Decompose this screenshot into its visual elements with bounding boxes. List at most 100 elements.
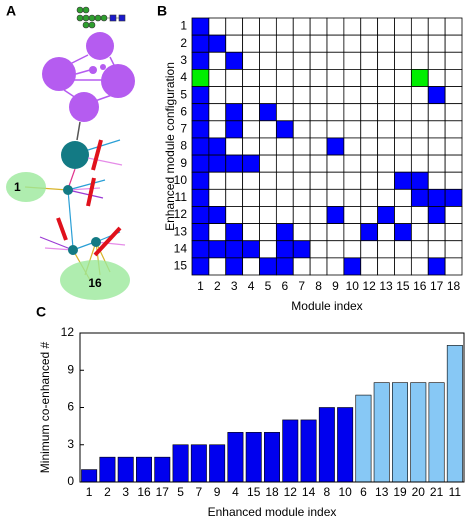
cell — [225, 51, 244, 70]
x-tick-label: 2 — [214, 279, 221, 293]
cell — [444, 257, 463, 276]
cell — [343, 17, 362, 36]
cell — [242, 240, 260, 259]
cell — [360, 17, 379, 36]
x-tick-label: 10 — [346, 279, 360, 293]
cell — [410, 223, 429, 242]
cell — [191, 51, 210, 70]
cell — [292, 69, 311, 87]
x-tick-label: 1 — [197, 279, 204, 293]
cell — [242, 51, 260, 70]
y-tick-label: 8 — [180, 139, 187, 153]
cell — [343, 240, 362, 259]
cell — [309, 34, 328, 53]
cell — [377, 188, 395, 207]
cell — [343, 103, 362, 122]
panel-label: C — [36, 304, 46, 320]
cell — [242, 171, 260, 190]
cell — [326, 257, 345, 276]
x-tick-label: 5 — [177, 485, 184, 499]
y-tick-label: 4 — [180, 70, 187, 84]
cell — [275, 154, 294, 173]
cell — [410, 34, 429, 53]
cell — [360, 69, 379, 87]
cell — [360, 86, 379, 105]
cell — [259, 223, 277, 242]
cell — [394, 51, 412, 70]
cell — [208, 103, 227, 122]
cell — [444, 103, 463, 122]
cell — [410, 69, 429, 87]
module-label: 16 — [88, 276, 102, 290]
x-tick-label: 6 — [360, 485, 367, 499]
cell — [208, 188, 227, 207]
panel-label: A — [6, 3, 16, 19]
cell — [360, 103, 379, 122]
cell — [242, 154, 260, 173]
cell — [427, 137, 446, 156]
cell — [427, 86, 446, 105]
cell — [377, 69, 395, 87]
cell — [394, 257, 412, 276]
cell — [225, 34, 244, 53]
x-tick-label: 18 — [265, 485, 279, 499]
cell — [377, 51, 395, 70]
cell — [377, 171, 395, 190]
cell — [242, 206, 260, 224]
cell — [275, 69, 294, 87]
cell — [191, 154, 210, 173]
cell — [208, 51, 227, 70]
cell — [427, 34, 446, 53]
x-tick-label: 7 — [298, 279, 305, 293]
cell — [377, 86, 395, 105]
bar — [392, 382, 408, 483]
cell — [292, 257, 311, 276]
bar — [81, 469, 98, 483]
cell — [377, 240, 395, 259]
cell — [225, 103, 244, 122]
cell — [208, 86, 227, 105]
cell — [292, 206, 311, 224]
cell — [410, 120, 429, 139]
cell — [326, 137, 345, 156]
cell — [444, 188, 463, 207]
cell — [360, 120, 379, 139]
cell — [377, 137, 395, 156]
y-tick-label: 3 — [180, 53, 187, 67]
cell — [309, 69, 328, 87]
cell — [191, 223, 210, 242]
cell — [427, 240, 446, 259]
cell — [225, 188, 244, 207]
cell — [394, 69, 412, 87]
cell — [259, 69, 277, 87]
x-tick-label: 8 — [324, 485, 331, 499]
cell — [259, 137, 277, 156]
x-tick-label: 2 — [104, 485, 111, 499]
cell — [292, 17, 311, 36]
bar — [190, 444, 207, 483]
y-axis-label: Enhanced module configuration — [163, 62, 177, 231]
cell — [191, 137, 210, 156]
cell — [427, 69, 446, 87]
cell — [410, 188, 429, 207]
cell — [394, 34, 412, 53]
cell — [377, 257, 395, 276]
cell — [410, 171, 429, 190]
cell — [208, 69, 227, 87]
cell — [275, 171, 294, 190]
cell — [292, 86, 311, 105]
cell — [343, 188, 362, 207]
cell — [444, 17, 463, 36]
cell — [191, 34, 210, 53]
cell — [343, 206, 362, 224]
bar — [264, 432, 280, 483]
cell — [410, 240, 429, 259]
cell — [326, 188, 345, 207]
cell — [326, 154, 345, 173]
cell — [343, 171, 362, 190]
cell — [410, 137, 429, 156]
cell — [326, 103, 345, 122]
cell — [360, 171, 379, 190]
cell — [326, 86, 345, 105]
cell — [225, 223, 244, 242]
